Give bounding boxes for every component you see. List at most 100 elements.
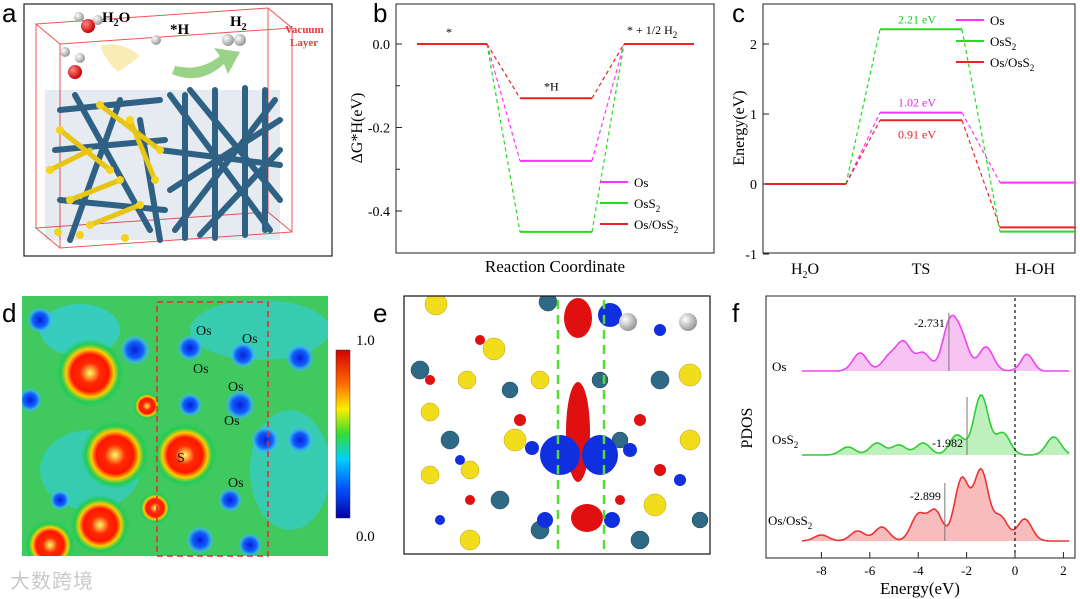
connector-Os (591, 43, 625, 162)
xtick-label: -8 (816, 563, 827, 578)
label-h2: H2 (230, 14, 247, 33)
ytick-label: -1 (745, 248, 757, 263)
legend-entry: Os/OsS2 (634, 217, 678, 235)
panel-label-f: f (732, 298, 740, 328)
h2-molecule (222, 34, 246, 46)
panel-d: d (2, 296, 375, 557)
legend-entry: Os/OsS2 (990, 55, 1034, 73)
panel-c: c 2 1 0 -1 2.21 eV 1.02 eV 0.91 eV H2O TS H… (731, 0, 1076, 281)
annotation-os-barrier: 1.02 eV (898, 96, 936, 110)
colorbar (335, 349, 351, 519)
atom-label: Os (193, 362, 209, 377)
annotation-osS2-barrier: 2.21 eV (898, 12, 936, 26)
legend-entry: Os (634, 175, 648, 190)
pdos-curve-Os/OsS2 (801, 467, 1070, 542)
ytick-label: 0 (750, 178, 757, 193)
panel-a-frame (23, 3, 333, 257)
panel-label-e: e (373, 298, 387, 328)
colorbar-max: 1.0 (356, 333, 375, 349)
xtick-c-hoh: H-OH (1015, 261, 1055, 278)
series-label-os: Os (772, 359, 786, 374)
series-f (801, 298, 1071, 556)
y-axis-c: 2 1 0 -1 (745, 38, 769, 263)
ylabel-b: ΔG*H(eV) (349, 93, 366, 164)
connector-Os/OsS2 (845, 120, 881, 185)
xtick-c-h2o: H2O (791, 261, 819, 281)
y-axis-b: 0.0 -0.2 -0.4 (368, 38, 402, 220)
annotation-osOsS2-barrier: 0.91 eV (898, 127, 936, 141)
d-band-center-os: -2.731 (914, 316, 945, 330)
atom-label: S (177, 451, 185, 466)
ytick-label: 1 (750, 108, 757, 123)
plot-frame-f (765, 295, 1076, 559)
h2-release-arrow-icon (172, 48, 240, 79)
panel-e-frame (403, 295, 711, 555)
xtick-label: 0 (1012, 563, 1019, 578)
panel-label-c: c (732, 0, 745, 28)
ylabel-f: PDOS (739, 408, 756, 449)
label-vacuum: Vacuum (285, 24, 324, 36)
colorbar-min: 0.0 (356, 529, 375, 545)
label-h2o: H2O (102, 10, 130, 29)
connector-Os (961, 112, 1001, 183)
panel-label-b: b (373, 0, 387, 28)
panel-a: a (2, 0, 333, 257)
ylabel-c: Energy(eV) (731, 90, 748, 165)
panel-e: e (373, 295, 711, 555)
plot-frame-c (762, 3, 1076, 254)
ytick-label: -0.4 (368, 205, 390, 220)
series-label-oss2: OsS2 (772, 432, 798, 450)
xtick-label: -4 (913, 563, 924, 578)
d-band-center-oss2: -1.982 (932, 436, 963, 450)
ytick-label: 2 (750, 38, 757, 53)
legend-entry: Os (990, 13, 1004, 28)
xtick-label: -2 (961, 563, 972, 578)
d-band-center-ososs2: -2.899 (910, 489, 941, 503)
series-label-ososs2: Os/OsS2 (768, 513, 812, 531)
charge-density-map (22, 296, 328, 556)
connector-Os (845, 112, 881, 185)
xtick-label: -6 (864, 563, 875, 578)
plot-frame-b (395, 3, 715, 254)
pdos-fill-Os/OsS2 (802, 468, 1071, 541)
connector-Os/OsS2 (486, 43, 521, 99)
xlabel-f: Energy(eV) (880, 579, 960, 598)
panel-b: b 0.0 -0.2 -0.4 * *H * + 1/2 H2 Reaction C… (349, 0, 715, 276)
legend-c: Os OsS2 Os/OsS2 (956, 13, 1034, 73)
panel-f: f -8 -6 -4 -2 0 2 PDOS Energy(eV) Os OsS2 Os/… (732, 295, 1076, 598)
h2o-molecule (60, 12, 103, 79)
connector-Os (486, 43, 521, 162)
pdos-fill-OsS2 (802, 395, 1071, 455)
h-atom (151, 35, 161, 45)
ytick-label: 0.0 (373, 38, 391, 53)
legend-entry: OsS2 (634, 196, 660, 214)
legend-entry: OsS2 (990, 34, 1016, 52)
label-layer: Layer (290, 37, 318, 49)
xlabel-b: Reaction Coordinate (485, 257, 625, 276)
atom-label: Os (228, 380, 244, 395)
state-label-star-h: *H (544, 79, 559, 93)
connector-Os/OsS2 (961, 120, 1001, 228)
connector-Os/OsS2 (591, 43, 625, 99)
xtick-c-ts: TS (912, 261, 931, 278)
ytick-label: -0.2 (368, 122, 390, 137)
panel-label-d: d (2, 298, 16, 328)
legend-b: Os OsS2 Os/OsS2 (600, 175, 678, 235)
interface-box (156, 301, 269, 557)
pdos-curve-OsS2 (802, 394, 1070, 456)
watermark: 大数跨境 (10, 571, 94, 593)
state-label-star: * (446, 25, 452, 39)
connector-OsS2 (961, 29, 1001, 232)
series-c (765, 28, 1076, 233)
atom-label: Os (242, 332, 258, 347)
atom-label: Os (228, 476, 244, 491)
panel-label-a: a (2, 0, 17, 28)
pdos-curve-Os (802, 314, 1070, 372)
atomic-slab (45, 85, 283, 243)
connector-OsS2 (591, 43, 625, 232)
label-star-h: *H (170, 22, 190, 38)
x-axis-f: -8 -6 -4 -2 0 2 (816, 552, 1067, 578)
hydrogen-arrow-shape (100, 44, 140, 72)
atom-label: Os (224, 414, 240, 429)
